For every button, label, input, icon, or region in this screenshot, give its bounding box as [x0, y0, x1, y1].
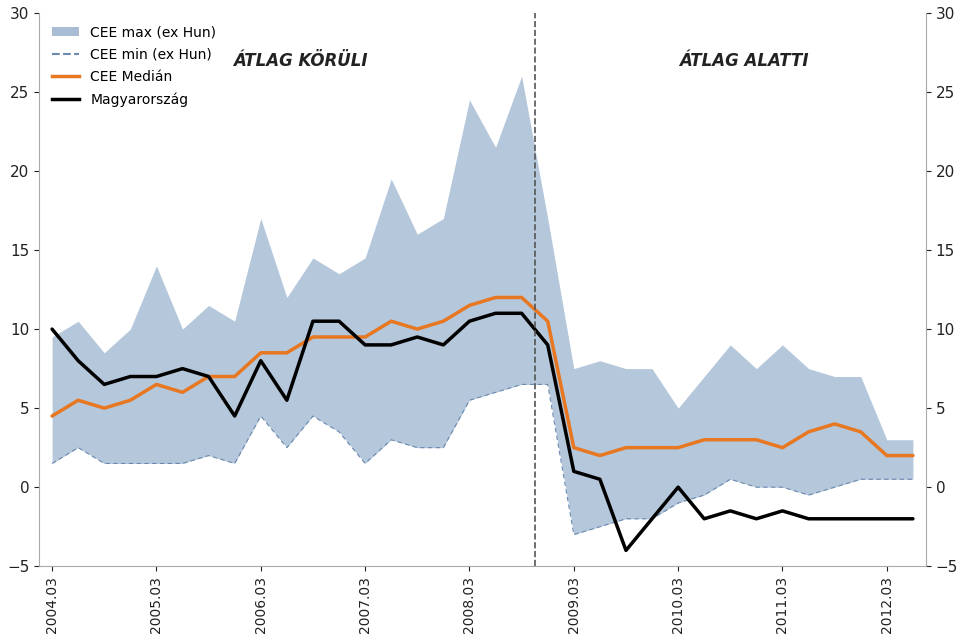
Text: ÁTLAG KÖRÜLI: ÁTLAG KÖRÜLI	[233, 52, 367, 70]
Text: ÁTLAG ALATTI: ÁTLAG ALATTI	[678, 52, 808, 70]
Legend: CEE max (ex Hun), CEE min (ex Hun), CEE Medián, Magyarország: CEE max (ex Hun), CEE min (ex Hun), CEE …	[46, 20, 222, 113]
